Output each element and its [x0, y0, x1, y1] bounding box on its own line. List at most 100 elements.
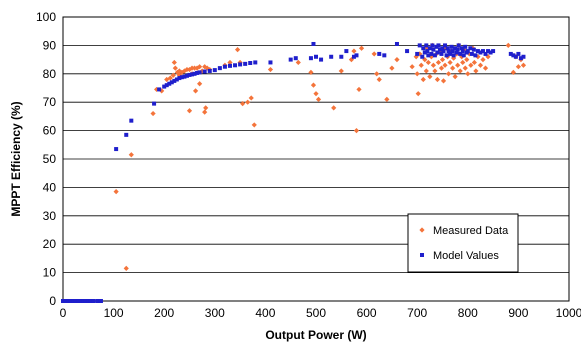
gridlines: [63, 45, 569, 274]
legend-box: [407, 213, 519, 273]
model-value-point: [445, 46, 450, 51]
measured-data-point: [475, 54, 481, 60]
model-value-point: [227, 63, 232, 68]
x-tick-label: 1000: [556, 306, 581, 320]
measured-data-point: [170, 72, 176, 78]
model-value-point: [420, 54, 425, 59]
measured-data-point: [202, 109, 208, 115]
measured-data-point: [409, 64, 415, 70]
model-value-point: [73, 299, 78, 303]
y-tick-label: 50: [43, 152, 57, 166]
measured-data-point: [418, 62, 424, 68]
model-value-point: [437, 47, 442, 52]
x-tick-label: 300: [205, 306, 225, 320]
model-value-point: [63, 299, 68, 303]
measured-data-point: [356, 86, 362, 93]
model-value-point: [434, 44, 439, 49]
model-value-point: [68, 299, 73, 303]
model-value-point: [518, 56, 523, 61]
measured-data-point: [445, 71, 452, 77]
model-value-point: [491, 49, 496, 54]
model-value-point: [339, 54, 344, 59]
legend-label: Measured Data: [433, 225, 509, 237]
measured-data-point: [240, 101, 246, 107]
model-value-point: [88, 299, 93, 303]
model-value-point: [314, 54, 318, 59]
measured-data-point: [234, 47, 241, 53]
model-value-point: [427, 46, 432, 51]
model-value-point: [195, 70, 200, 75]
measured-data-point: [417, 51, 423, 57]
measured-data-point: [510, 69, 516, 75]
model-value-point: [66, 299, 71, 303]
model-value-point: [248, 61, 253, 66]
model-value-point: [469, 51, 474, 56]
model-value-point: [431, 47, 436, 52]
model-value-point: [182, 74, 187, 79]
model-value-point: [513, 54, 518, 59]
model-value-point: [179, 75, 184, 80]
measured-data-point: [415, 91, 421, 97]
measured-data-point: [331, 105, 337, 111]
model-value-point: [288, 57, 293, 62]
model-value-point: [449, 44, 454, 49]
model-value-point: [217, 66, 222, 71]
measured-data-point: [505, 42, 511, 48]
model-value-point: [152, 101, 157, 106]
measured-data-point: [440, 78, 447, 84]
model-value-point: [451, 53, 456, 58]
x-tick-label: 900: [508, 306, 528, 320]
model-value-point: [429, 51, 434, 56]
measured-data-point: [447, 59, 453, 66]
model-value-point: [129, 118, 134, 123]
measured-data-point: [471, 59, 477, 66]
model-value-point: [432, 53, 437, 58]
y-axis-title: MPPT Efficiency (%): [9, 101, 23, 216]
measured-data-point: [460, 59, 466, 66]
model-value-point: [453, 46, 458, 51]
measured-data-point: [371, 51, 377, 57]
measured-data-point: [374, 71, 380, 77]
model-value-point: [202, 69, 207, 74]
model-value-point: [471, 47, 476, 52]
measured-data-point: [197, 64, 203, 70]
model-value-point: [233, 63, 238, 68]
measured-data-point: [171, 59, 177, 66]
measured-data-point: [482, 65, 489, 71]
model-value-point: [177, 76, 182, 81]
model-value-point: [468, 46, 473, 51]
legend: Measured Data Model Values: [407, 213, 519, 273]
model-value-point: [169, 80, 174, 85]
model-value-point: [473, 53, 478, 58]
model-value-point: [446, 49, 451, 54]
model-value-point: [424, 43, 429, 48]
model-value-point: [458, 51, 463, 56]
y-tick-label: 30: [43, 209, 57, 223]
model-value-point: [222, 64, 227, 69]
measured-data-point: [438, 65, 445, 71]
model-value-point: [95, 299, 100, 303]
model-value-point: [425, 49, 430, 54]
model-value-point: [440, 46, 445, 51]
model-value-point: [243, 61, 248, 66]
model-value-point: [83, 299, 88, 303]
measured-data-point: [384, 96, 390, 102]
measured-data-point: [425, 59, 431, 66]
model-value-point: [329, 54, 334, 59]
model-value-point: [167, 81, 172, 86]
model-value-point: [207, 68, 212, 73]
y-tick-label: 80: [43, 67, 57, 81]
measured-data-point: [186, 108, 193, 114]
measured-data-point: [308, 69, 314, 75]
model-value-point: [463, 44, 468, 49]
model-value-point: [465, 49, 470, 54]
model-value-point: [480, 49, 485, 54]
measured-data-point: [358, 45, 365, 51]
model-value-point: [422, 50, 427, 55]
measured-data-point: [485, 54, 491, 60]
model-value-point: [76, 299, 81, 303]
model-value-point: [483, 51, 488, 56]
model-value-point: [91, 299, 96, 303]
model-value-point: [308, 56, 313, 61]
